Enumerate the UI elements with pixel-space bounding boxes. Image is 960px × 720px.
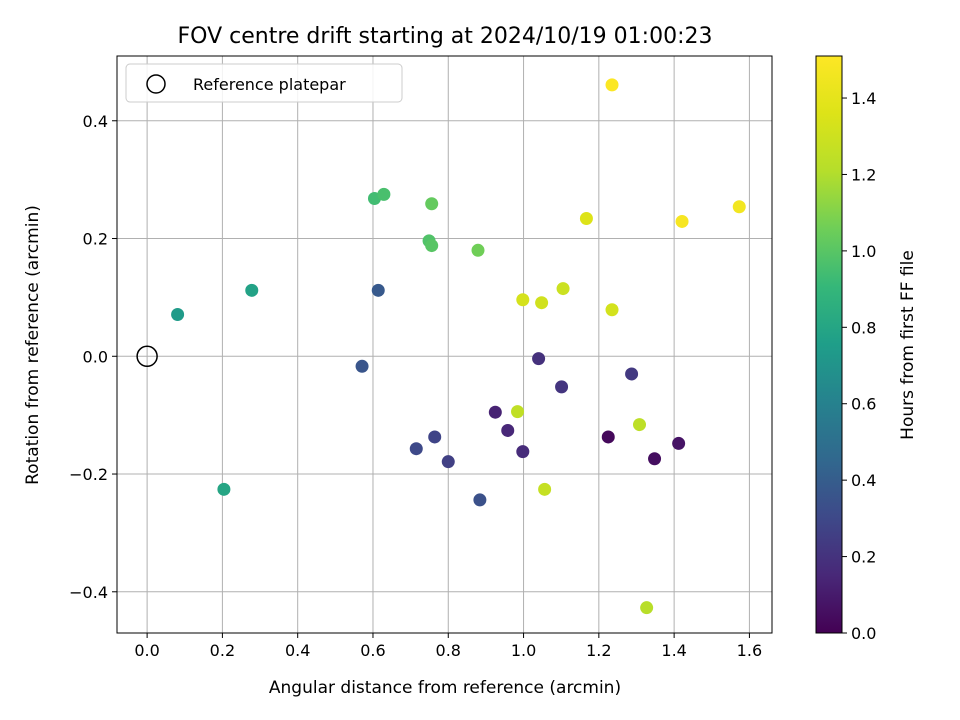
data-point — [171, 307, 185, 321]
data-point — [538, 482, 552, 496]
x-tick-label: 0.4 — [285, 641, 310, 660]
x-axis-label: Angular distance from reference (arcmin) — [269, 678, 621, 698]
y-axis-label: Rotation from reference (arcmin) — [23, 205, 43, 485]
data-point — [535, 296, 549, 310]
data-point — [425, 197, 439, 211]
data-point — [579, 212, 593, 226]
y-axis-ticks: −0.4 −0.2 0.0 0.2 0.4 — [69, 112, 117, 602]
data-point — [516, 445, 530, 459]
data-point — [640, 601, 654, 615]
colorbar-gradient — [815, 55, 843, 634]
data-point — [516, 293, 530, 307]
legend-entry-label: Reference platepar — [193, 75, 346, 94]
y-tick-label: 0.4 — [83, 112, 108, 131]
colorbar: 0.0 0.2 0.4 0.6 0.8 1.0 1.2 1.4 Hours from firs… — [815, 55, 918, 643]
data-points — [171, 78, 746, 615]
data-point — [672, 436, 686, 450]
data-point — [675, 214, 689, 228]
data-point — [425, 239, 439, 253]
colorbar-tick-label: 0.8 — [851, 318, 876, 337]
colorbar-tick-label: 0.0 — [851, 624, 876, 643]
data-point — [556, 282, 570, 296]
data-point — [555, 380, 569, 394]
colorbar-tick-label: 0.6 — [851, 395, 876, 414]
x-tick-label: 0.8 — [436, 641, 461, 660]
x-tick-label: 1.4 — [661, 641, 686, 660]
reference-platepar-marker — [136, 345, 158, 368]
data-point — [441, 455, 455, 469]
data-point — [217, 482, 231, 496]
data-point — [501, 423, 515, 437]
x-tick-label: 1.0 — [511, 641, 536, 660]
data-point — [605, 303, 619, 317]
y-tick-label: −0.2 — [69, 465, 108, 484]
data-point — [605, 78, 619, 92]
x-tick-label: 1.6 — [737, 641, 762, 660]
colorbar-label: Hours from first FF file — [898, 250, 918, 440]
data-point — [488, 405, 502, 419]
data-point — [355, 359, 369, 373]
data-point — [511, 405, 525, 419]
grid-lines — [117, 56, 772, 633]
x-tick-label: 0.6 — [360, 641, 385, 660]
data-point — [732, 200, 746, 214]
legend: Reference platepar — [125, 63, 403, 103]
data-point — [409, 442, 423, 456]
x-axis-ticks: 0.0 0.2 0.4 0.6 0.8 1.0 1.2 1.4 1.6 — [134, 633, 762, 660]
data-point — [473, 493, 487, 507]
legend-reference-marker-icon — [146, 74, 166, 94]
legend-box — [125, 63, 403, 103]
chart-title: FOV centre drift starting at 2024/10/19 … — [178, 24, 713, 49]
data-point — [632, 418, 646, 432]
y-tick-label: 0.0 — [83, 347, 108, 366]
x-tick-label: 0.0 — [134, 641, 159, 660]
data-point — [471, 243, 485, 257]
data-point — [428, 430, 442, 444]
x-tick-label: 0.2 — [210, 641, 235, 660]
plot-area: 0.0 0.2 0.4 0.6 0.8 1.0 1.2 1.4 1.6 −0.4−0.20.00… — [69, 55, 773, 660]
data-point — [377, 187, 391, 201]
colorbar-tick-label: 1.4 — [851, 89, 876, 108]
colorbar-tick-label: 1.0 — [851, 242, 876, 261]
data-point — [648, 452, 662, 466]
data-point — [371, 283, 385, 297]
x-tick-label: 1.2 — [586, 641, 611, 660]
colorbar-tick-label: 0.2 — [851, 548, 876, 567]
y-tick-label: 0.2 — [83, 230, 108, 249]
colorbar-ticks: 0.0 0.2 0.4 0.6 0.8 1.0 1.2 1.4 — [842, 89, 876, 643]
colorbar-tick-label: 0.4 — [851, 471, 876, 490]
data-point — [245, 283, 259, 297]
plot-frame — [116, 55, 773, 634]
data-point — [532, 352, 546, 366]
y-tick-label: −0.4 — [69, 583, 108, 602]
data-point — [601, 430, 615, 444]
colorbar-tick-label: 1.2 — [851, 165, 876, 184]
data-point — [625, 367, 639, 381]
